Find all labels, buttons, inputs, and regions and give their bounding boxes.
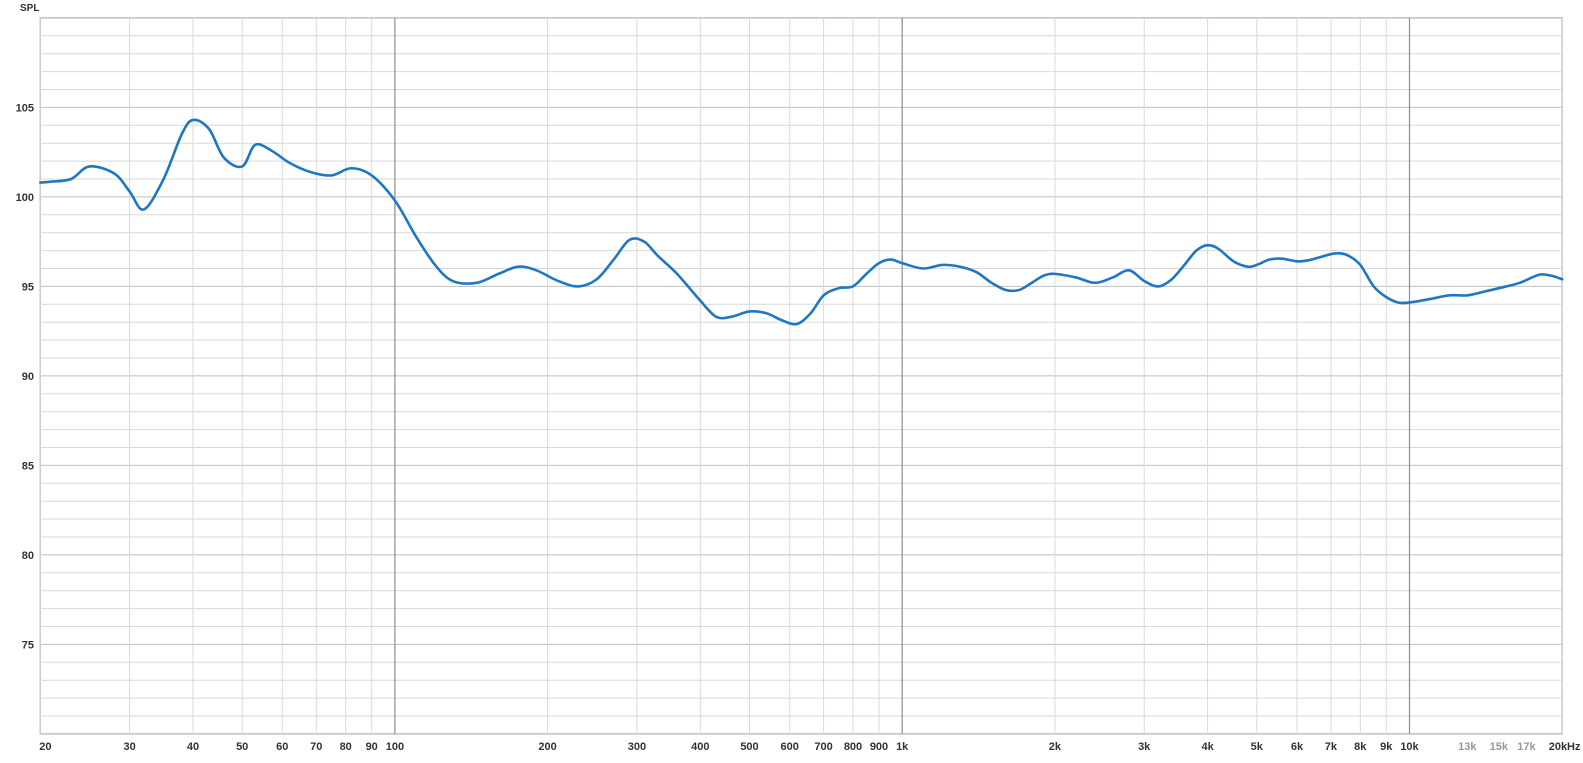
svg-text:20kHz: 20kHz (1549, 741, 1581, 753)
svg-text:75: 75 (22, 639, 34, 651)
svg-text:10k: 10k (1400, 741, 1419, 753)
svg-text:600: 600 (781, 741, 799, 753)
svg-text:90: 90 (366, 741, 378, 753)
svg-text:30: 30 (123, 741, 135, 753)
svg-text:2k: 2k (1049, 741, 1062, 753)
svg-text:4k: 4k (1201, 741, 1214, 753)
svg-text:7k: 7k (1325, 741, 1338, 753)
svg-text:100: 100 (16, 192, 34, 204)
svg-text:400: 400 (691, 741, 709, 753)
svg-text:700: 700 (814, 741, 832, 753)
svg-text:9k: 9k (1380, 741, 1393, 753)
svg-text:13k: 13k (1458, 741, 1477, 753)
svg-text:60: 60 (276, 741, 288, 753)
svg-text:17k: 17k (1517, 741, 1536, 753)
svg-text:800: 800 (844, 741, 862, 753)
svg-text:5k: 5k (1251, 741, 1264, 753)
svg-text:90: 90 (22, 371, 34, 383)
svg-text:300: 300 (628, 741, 646, 753)
svg-text:SPL: SPL (20, 3, 39, 14)
svg-text:50: 50 (236, 741, 248, 753)
svg-text:8k: 8k (1354, 741, 1367, 753)
svg-text:6k: 6k (1291, 741, 1304, 753)
svg-text:80: 80 (22, 550, 34, 562)
svg-text:100: 100 (386, 741, 404, 753)
svg-text:900: 900 (870, 741, 888, 753)
svg-text:40: 40 (187, 741, 199, 753)
svg-text:20: 20 (39, 741, 51, 753)
svg-text:200: 200 (538, 741, 556, 753)
svg-text:95: 95 (22, 281, 34, 293)
svg-text:3k: 3k (1138, 741, 1151, 753)
svg-text:70: 70 (310, 741, 322, 753)
svg-text:15k: 15k (1490, 741, 1509, 753)
svg-text:1k: 1k (896, 741, 909, 753)
svg-text:500: 500 (740, 741, 758, 753)
svg-text:105: 105 (16, 102, 34, 114)
svg-text:80: 80 (340, 741, 352, 753)
svg-text:85: 85 (22, 460, 34, 472)
